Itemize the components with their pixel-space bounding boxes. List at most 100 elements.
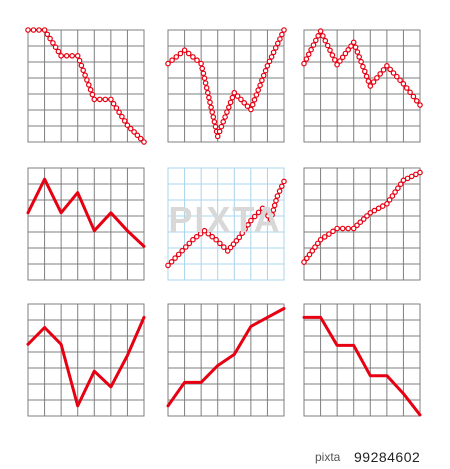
data-point [264,63,271,69]
data-point [238,96,244,103]
data-point [55,48,62,55]
chart-panel-9 [302,303,422,417]
data-point [231,89,238,96]
data-point [278,183,285,190]
data-point [87,86,94,93]
data-point [241,100,248,106]
data-point [329,52,336,58]
data-point [58,52,64,59]
chart-frame [167,167,285,281]
data-point [227,99,234,106]
data-point [390,70,397,76]
data-point [312,244,318,250]
data-point [364,213,370,219]
chart-panel-4 [26,167,146,281]
data-point [312,37,319,44]
data-point [345,225,352,232]
chart-panel-2 [165,27,287,143]
data-point [384,201,390,207]
data-point [236,234,243,241]
data-point [387,66,394,73]
data-point [119,113,125,120]
chart-panel-5 [165,167,287,281]
data-point [113,105,120,111]
data-point [210,114,217,120]
data-point [216,128,223,135]
data-point [367,210,374,216]
data-point [25,27,31,33]
series-line [26,315,146,408]
data-point [270,207,277,213]
data-point [354,49,361,55]
data-point [309,248,316,254]
data-point [393,73,400,80]
data-point [227,244,234,251]
chart-frame [27,167,145,281]
data-point [330,228,336,235]
data-point [52,44,59,51]
series-line [302,315,422,417]
data-point [208,104,214,111]
data-point [326,231,332,237]
data-point [262,67,269,74]
data-point [259,205,266,212]
data-point [172,255,178,261]
data-point [339,225,346,232]
data-point [365,78,372,84]
data-point [363,73,370,80]
data-point [339,54,346,61]
chart-panel-6 [301,167,423,281]
data-point [248,217,254,224]
data-point [102,96,109,103]
data-point [266,58,273,65]
data-point [124,122,131,129]
data-point [224,248,231,254]
data-point [357,219,364,226]
data-point [279,31,285,38]
data-point [69,52,76,59]
data-point [352,44,359,51]
data-point [356,54,363,60]
data-point [408,173,415,180]
data-point [47,35,53,42]
data-point [131,129,137,135]
data-point [234,93,241,99]
data-point [213,236,219,243]
data-point [251,97,258,103]
watermark: PIXTA [168,199,281,240]
data-point [269,212,275,218]
data-point [403,85,410,91]
chart-panel-1 [25,27,147,145]
data-point [301,259,307,265]
data-point [207,99,213,106]
data-point [374,75,380,81]
data-point [50,40,56,46]
data-point [407,89,413,96]
data-point [175,251,182,258]
data-point [386,197,393,203]
data-point [268,54,275,60]
data-point [417,102,423,108]
data-point [209,109,216,115]
data-point [203,85,210,91]
data-point [259,77,265,84]
data-point [249,101,256,108]
data-point [417,169,423,176]
data-point [242,226,248,232]
data-point [199,65,206,72]
image-id: 99284602 [354,449,421,465]
data-point [183,244,189,250]
data-point [141,139,147,145]
data-point [354,222,360,229]
data-point [367,83,374,89]
data-point [248,106,254,113]
data-point [201,75,208,82]
data-point [84,77,90,83]
data-point [334,61,340,68]
data-point [217,240,223,247]
data-point [201,227,208,234]
data-point [392,189,398,195]
data-point [281,27,287,33]
data-point [308,46,314,53]
data-point [314,240,321,247]
